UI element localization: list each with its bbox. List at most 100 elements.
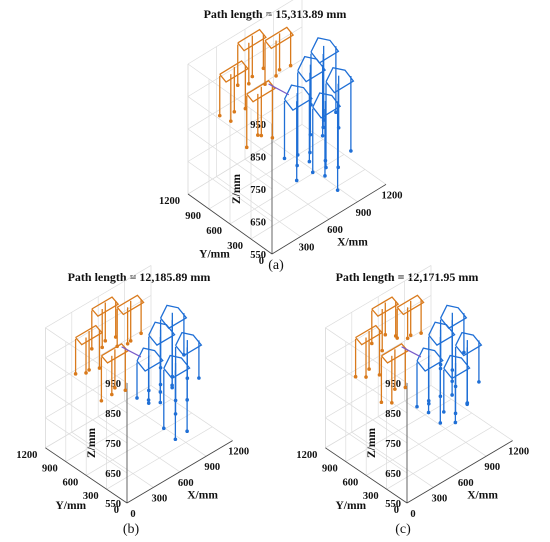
panel-label: (c) [395, 522, 411, 537]
transfer-line [121, 346, 142, 358]
orange-point [100, 345, 105, 350]
blue-point [415, 404, 419, 409]
y-tick-label: 900 [185, 211, 201, 222]
orange-point [232, 109, 237, 114]
x-axis-label: X/mm [467, 490, 498, 502]
y-tick-label: 900 [322, 464, 338, 475]
orange-point [125, 341, 130, 346]
orange-point [408, 333, 413, 338]
x-axis-line [406, 440, 513, 504]
y-axis-label: Y/mm [335, 500, 366, 512]
z-tick-label: 650 [105, 469, 121, 480]
orange-frame [396, 294, 425, 316]
orange-frame [380, 343, 409, 364]
z-tick-label: 750 [385, 439, 401, 450]
x-tick-label: 1200 [228, 447, 249, 458]
blue-point [450, 368, 455, 372]
y-tick-label: 600 [342, 477, 358, 488]
x-axis-line [126, 440, 233, 504]
z-tick-label: 950 [385, 379, 401, 390]
orange-point [256, 133, 260, 137]
chart-panel-2: Path length = 12,185.89 mm 0 300 600 900 1200… [16, 265, 249, 537]
blue-point [453, 411, 458, 416]
x-tick-label: 1200 [382, 190, 403, 201]
orange-point [247, 81, 251, 86]
blue-point [295, 163, 299, 168]
blue-point [146, 401, 151, 405]
orange-point [380, 348, 385, 353]
z-tick-label: 650 [250, 218, 266, 229]
x-tick-label: 600 [178, 478, 194, 489]
z-tick-label: 950 [105, 379, 121, 390]
orange-point [84, 371, 88, 375]
blue-frame [312, 92, 342, 119]
blue-frame [297, 55, 327, 83]
chart-panel-3: Path length = 12,171.95 mm 0 300 600 900 1200… [296, 265, 529, 537]
orange-point [395, 336, 400, 340]
y-tick-label: 600 [62, 477, 78, 488]
blue-frame [428, 321, 456, 346]
z-tick-label: 850 [105, 409, 121, 420]
blue-point [135, 396, 139, 400]
blue-point [308, 150, 312, 155]
orange-frame [246, 79, 276, 103]
blue-point [336, 165, 341, 170]
chart-panel-1: Path length = 15,313.89 mm 300 600 900 1200 0… [159, 0, 403, 273]
blue-point [335, 188, 340, 192]
blue-point [334, 110, 338, 115]
blue-point [282, 156, 287, 161]
blue-point [173, 437, 178, 442]
orange-point [379, 400, 384, 405]
series-blue-path [415, 304, 483, 425]
orange-point [217, 113, 222, 118]
blue-point [185, 398, 189, 402]
z-tick-label: 750 [250, 185, 266, 196]
z-axis-label: Z/mm [231, 174, 243, 204]
orange-frame [116, 294, 145, 316]
blue-point [162, 426, 166, 431]
blue-point [310, 170, 315, 175]
y-axis-line [45, 447, 128, 504]
blue-frame [310, 37, 340, 64]
blue-point [185, 376, 190, 381]
z-tick-label: 850 [385, 409, 401, 420]
orange-point [353, 374, 358, 379]
x-tick-label: 900 [204, 462, 220, 473]
orange-point [128, 339, 133, 343]
orange-point [261, 66, 266, 71]
x-axis-label: X/mm [187, 490, 218, 502]
orange-point [364, 375, 368, 379]
z-tick-label: 550 [105, 499, 121, 510]
blue-frame [175, 331, 203, 357]
blue-point [336, 125, 341, 130]
blue-point [324, 165, 328, 170]
blue-frame [163, 354, 191, 380]
z-axis-label: Z/mm [86, 428, 98, 458]
y-tick-label: 300 [363, 491, 379, 502]
blue-point [477, 380, 481, 384]
blue-point [427, 401, 431, 406]
blue-frame [148, 321, 176, 346]
z-tick-label: 750 [105, 439, 121, 450]
blue-frame [325, 66, 355, 94]
blue-point [442, 410, 446, 414]
orange-point [87, 368, 91, 372]
blue-point [307, 159, 312, 164]
blue-frame [416, 347, 444, 372]
blue-point [438, 366, 443, 371]
orange-point [419, 331, 423, 335]
blue-frame [136, 347, 164, 372]
orange-point [113, 386, 117, 390]
blue-point [158, 365, 163, 370]
chart-title: Path length = 15,313.89 mm [204, 7, 347, 21]
orange-point [405, 336, 410, 341]
y-axis-label: Y/mm [199, 249, 230, 261]
y-tick-label: 300 [83, 491, 99, 502]
series-orange-path [73, 294, 145, 403]
blue-point [320, 133, 325, 138]
x-tick-label: 1200 [508, 447, 529, 458]
orange-point [73, 372, 78, 376]
panel-label: (b) [123, 522, 140, 537]
y-axis-line [187, 193, 273, 255]
y-tick-label: 900 [42, 464, 58, 475]
